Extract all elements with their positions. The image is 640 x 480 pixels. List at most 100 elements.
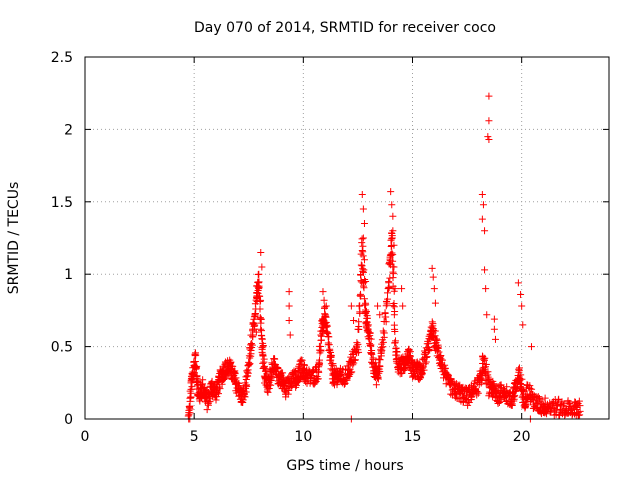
data-point [575,411,583,419]
data-point [393,348,401,356]
data-point [392,351,400,359]
data-point [376,311,384,319]
data-point [354,346,362,354]
data-point [373,374,381,382]
data-point [366,329,374,337]
data-point [359,205,367,213]
data-point [355,318,363,326]
x-tick-label: 20 [513,429,531,445]
data-point [387,188,395,196]
data-point [521,401,529,409]
data-point [358,262,366,270]
data-point [285,387,293,395]
data-point [485,92,493,100]
data-point [351,356,359,364]
y-tick-label: 1 [64,267,73,283]
data-point [359,265,367,273]
data-point [348,368,356,376]
data-point [248,341,256,349]
data-point [354,325,362,333]
data-point [196,397,204,405]
data-point [376,356,384,364]
data-point [257,248,265,256]
data-point [538,396,546,404]
data-point [423,353,431,361]
data-point [269,370,277,378]
data-point [490,325,498,333]
data-point [547,408,555,416]
data-point [519,321,527,329]
data-point [391,285,399,293]
data-point [252,328,260,336]
data-point [259,352,267,360]
data-point [317,336,325,344]
data-point [323,328,331,336]
data-point [473,391,481,399]
data-point [372,381,380,389]
y-axis-title: SRMTID / TECUs [6,182,22,295]
data-point [258,263,266,271]
data-point [290,367,298,375]
data-point [517,371,525,379]
data-point [226,359,234,367]
data-point [514,279,522,287]
data-point [576,402,584,410]
data-point [320,296,328,304]
data-point [437,351,445,359]
data-point [382,318,390,326]
data-point [367,342,375,350]
data-point [429,273,437,281]
data-point [200,385,208,393]
data-point [256,314,264,322]
data-point [429,322,437,330]
data-point [362,308,370,316]
data-point [431,332,439,340]
data-point [244,369,252,377]
data-point [255,285,263,293]
data-point [392,337,400,345]
data-point [319,288,327,296]
data-point [313,372,321,380]
data-point [322,313,330,321]
data-point [377,352,385,360]
data-point [347,302,355,310]
data-point [479,360,487,368]
data-point [576,411,584,419]
data-point [355,302,363,310]
data-point [285,288,293,296]
data-point [383,300,391,308]
data-point [257,325,265,333]
data-point [243,381,251,389]
data-point [349,361,357,369]
data-point [249,333,257,341]
y-tick-label: 2.5 [51,50,73,66]
data-point [258,345,266,353]
grid-lines [85,57,609,419]
data-point [257,331,265,339]
data-point [518,387,526,395]
data-point [485,117,493,125]
data-point [482,285,490,293]
data-point [522,399,530,407]
data-point [439,356,447,364]
data-point [264,388,272,396]
data-point [245,358,253,366]
data-point [274,365,282,373]
data-point [329,360,337,368]
data-point [503,397,511,405]
data-point [419,355,427,363]
x-tick-label: 0 [81,429,90,445]
data-point [229,362,237,370]
data-point [405,346,413,354]
data-point [378,346,386,354]
data-point [231,369,239,377]
data-point [483,311,491,319]
data-point [431,299,439,307]
data-point [255,270,263,278]
data-point [389,227,397,235]
data-point [384,289,392,297]
data-point [357,261,365,269]
data-point [388,234,396,242]
data-point [482,360,490,368]
